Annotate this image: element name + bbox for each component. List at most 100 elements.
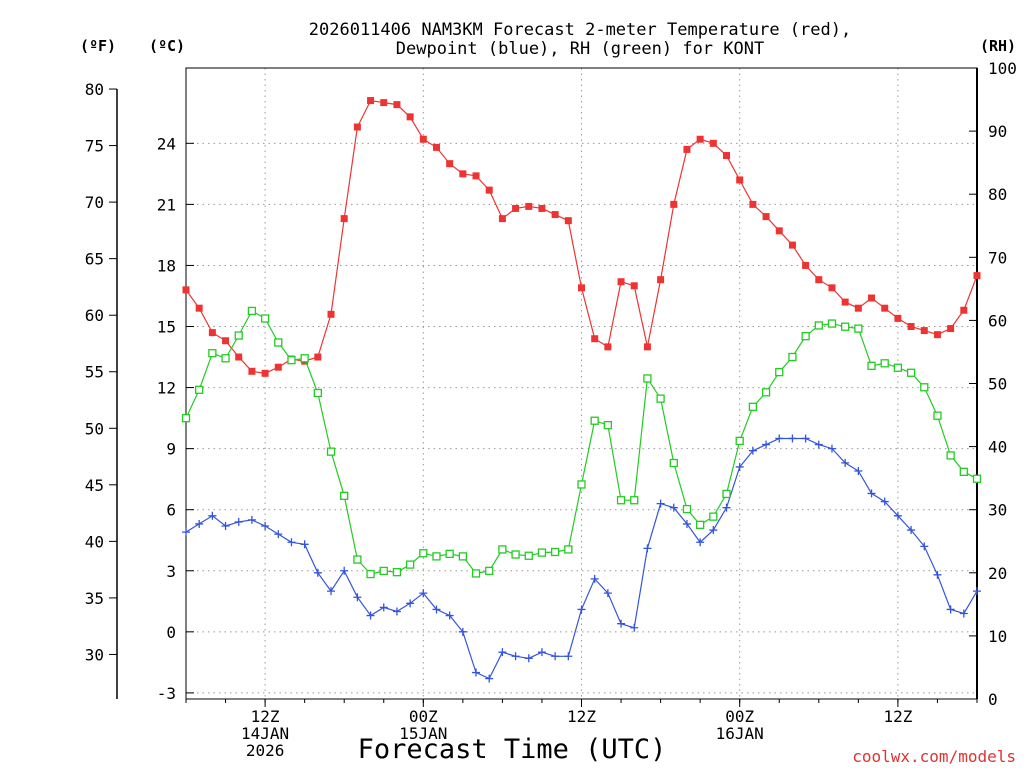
data-point xyxy=(775,434,784,443)
data-point xyxy=(247,306,257,316)
data-point xyxy=(564,652,573,661)
data-point xyxy=(419,549,428,558)
data-point xyxy=(907,526,916,535)
data-point xyxy=(854,324,863,333)
series-2-meter-temperature xyxy=(182,97,981,377)
data-point xyxy=(815,276,823,284)
data-point xyxy=(274,363,282,371)
data-point xyxy=(788,352,797,362)
data-point xyxy=(643,374,652,383)
data-point xyxy=(472,668,481,677)
gridlines xyxy=(186,68,977,699)
time-tick-label: 15JAN xyxy=(399,724,447,743)
data-point xyxy=(682,519,691,528)
data-point xyxy=(630,282,638,290)
celsius-tick-label: 0 xyxy=(166,623,176,642)
data-point xyxy=(274,530,283,539)
data-point xyxy=(946,605,955,614)
data-point xyxy=(512,204,520,212)
data-point xyxy=(366,569,375,579)
data-point xyxy=(854,467,863,476)
data-point xyxy=(881,304,889,312)
data-point xyxy=(827,319,837,328)
data-point xyxy=(841,458,850,467)
data-point xyxy=(274,338,283,347)
celsius-tick-label: 6 xyxy=(166,501,176,520)
data-point xyxy=(735,436,744,446)
data-point xyxy=(828,284,836,292)
data-point xyxy=(524,551,533,560)
data-point xyxy=(933,331,941,339)
data-point xyxy=(564,217,572,225)
data-point xyxy=(366,611,375,620)
data-point xyxy=(353,555,362,564)
rh-tick-label: 50 xyxy=(988,375,1007,394)
data-point xyxy=(722,503,731,512)
data-point xyxy=(973,587,981,596)
data-point xyxy=(353,593,362,602)
data-point xyxy=(630,623,639,632)
data-point xyxy=(392,607,401,616)
data-point xyxy=(893,511,902,520)
data-point xyxy=(788,241,796,249)
rh-tick-label: 70 xyxy=(988,248,1007,267)
data-point xyxy=(314,353,322,361)
data-point xyxy=(578,284,585,292)
data-point xyxy=(775,367,784,377)
celsius-unit-label: (ºC) xyxy=(149,37,185,55)
data-point xyxy=(405,560,415,569)
rh-tick-label: 20 xyxy=(988,564,1007,583)
data-point xyxy=(960,306,968,314)
data-point xyxy=(247,515,256,524)
data-point xyxy=(577,605,586,614)
data-point xyxy=(511,652,520,661)
fahrenheit-tick-label: 30 xyxy=(85,645,104,664)
data-point xyxy=(749,200,757,208)
data-point xyxy=(643,343,651,351)
data-point xyxy=(709,526,718,535)
data-point xyxy=(709,139,717,147)
data-point xyxy=(353,123,361,131)
data-point xyxy=(485,674,494,683)
data-point xyxy=(617,619,626,628)
fahrenheit-tick-label: 50 xyxy=(85,419,104,438)
data-point xyxy=(261,369,269,377)
data-point xyxy=(182,286,190,294)
data-point xyxy=(643,544,652,553)
data-point xyxy=(379,603,388,612)
celsius-tick-label: 18 xyxy=(157,256,176,275)
data-point xyxy=(498,545,507,554)
data-point xyxy=(432,605,441,614)
data-point xyxy=(906,368,916,377)
data-point xyxy=(406,599,415,608)
data-point xyxy=(947,325,955,333)
data-point xyxy=(735,462,744,471)
data-point xyxy=(748,402,758,411)
data-point xyxy=(603,589,612,598)
celsius-tick-label: 12 xyxy=(157,379,176,398)
time-tick-label: 12Z xyxy=(567,707,596,726)
celsius-axis-ticks: -3 0 3 6 9 12 15 18 21 24 xyxy=(157,134,194,703)
data-point xyxy=(511,550,520,559)
chart-title: 2026011406 NAM3KM Forecast 2-meter Tempe… xyxy=(309,20,851,40)
data-point xyxy=(472,172,480,180)
data-point xyxy=(326,447,336,456)
data-point xyxy=(959,609,968,618)
data-point xyxy=(591,335,599,343)
data-point xyxy=(182,528,190,537)
fahrenheit-tick-label: 40 xyxy=(85,532,104,551)
series-relative-humidity xyxy=(181,306,982,579)
data-point xyxy=(617,278,625,286)
data-point xyxy=(802,261,810,269)
data-point xyxy=(392,568,402,577)
axes xyxy=(116,67,978,700)
data-point xyxy=(827,444,836,453)
data-point xyxy=(234,331,243,340)
time-tick-label: 16JAN xyxy=(716,724,764,743)
data-point xyxy=(814,321,823,330)
fahrenheit-tick-label: 65 xyxy=(85,250,104,269)
data-point xyxy=(485,186,493,194)
data-point xyxy=(195,304,203,312)
data-point xyxy=(657,276,665,284)
